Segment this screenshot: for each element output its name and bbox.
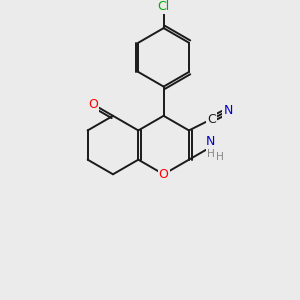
Text: N: N xyxy=(206,136,215,148)
Text: N: N xyxy=(224,104,233,117)
Text: O: O xyxy=(88,98,98,111)
Text: H: H xyxy=(216,152,224,163)
Text: O: O xyxy=(159,168,169,181)
Text: H: H xyxy=(206,149,214,159)
Text: C: C xyxy=(207,113,215,126)
Text: Cl: Cl xyxy=(158,0,170,13)
